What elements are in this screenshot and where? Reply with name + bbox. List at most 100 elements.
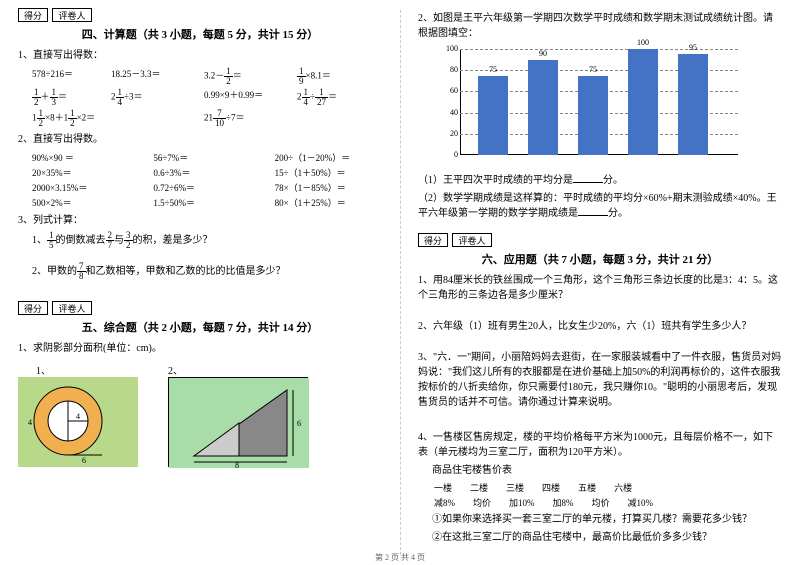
score-row-2: 得分 评卷人 <box>18 301 382 315</box>
calc-grid-2: 90%×90 ＝56÷7%＝200÷（1－20%）＝20×35%＝0.6÷3%＝… <box>32 151 382 209</box>
y-tick-label: 40 <box>438 108 458 117</box>
cell: 0.72÷6%＝ <box>153 181 260 194</box>
a4-table-title: 商品住宅楼售价表 <box>432 463 782 478</box>
y-axis <box>460 49 461 155</box>
fig2-label: 2、 <box>168 362 308 377</box>
fig1-label: 1、 <box>36 362 138 377</box>
a4-row: 减8% 均价 加10% 加8% 均价 减10% <box>434 496 782 509</box>
grader-box: 评卷人 <box>52 301 92 315</box>
cell: 15÷（1＋50%）＝ <box>275 166 382 179</box>
a3: 3、"六．一"期间，小丽陪妈妈去逛街，在一家服装城看中了一件衣服，售货员对妈妈说… <box>418 350 782 410</box>
cell: 214÷3＝ <box>111 88 196 107</box>
th: 二楼 <box>470 481 488 494</box>
a1: 1、用84厘米长的铁丝围成一个三角形，这个三角形三条边长度的比是3：4：5。这个… <box>418 273 782 303</box>
score-box: 得分 <box>18 8 48 22</box>
bar <box>578 76 608 156</box>
th: 三楼 <box>506 481 524 494</box>
score-row-3: 得分 评卷人 <box>418 233 782 247</box>
score-box: 得分 <box>18 301 48 315</box>
svg-text:6: 6 <box>82 456 86 463</box>
cell: 56÷7%＝ <box>153 151 260 164</box>
blank <box>573 173 603 183</box>
cell: 200÷（1－20%）＝ <box>275 151 382 164</box>
a4: 4、一售楼区售房规定，楼的平均价格每平方米为1000元，且每层价格不一，如下表（… <box>418 430 782 460</box>
score-row: 得分 评卷人 <box>18 8 382 22</box>
a4q2: ②在这批三室二厅的商品住宅楼中，最高价比最低价多多少钱？ <box>432 530 782 545</box>
bar-label: 75 <box>478 65 508 74</box>
r-q2-title: 2、如图是王平六年级第一学期四次数学平时成绩和数学期末测试成绩统计图。请根据图填… <box>418 11 782 41</box>
bar-label: 100 <box>628 38 658 47</box>
th: 五楼 <box>578 481 596 494</box>
grader-box: 评卷人 <box>452 233 492 247</box>
ring-r-text: 4 <box>76 412 80 421</box>
section-6-title: 六、应用题（共 7 小题，每题 3 分，共计 21 分） <box>418 251 782 267</box>
triangle-figure: 8 6 <box>168 377 308 467</box>
cell: 214÷127＝ <box>297 88 382 107</box>
tri-svg: 8 6 <box>169 378 309 468</box>
cell: 0.99×9＋0.99＝ <box>204 88 289 107</box>
cell: 19×8.1＝ <box>297 67 382 86</box>
blank <box>578 206 608 216</box>
bar <box>628 49 658 155</box>
section-5-title: 五、综合题（共 2 小题，每题 7 分，共计 14 分） <box>18 319 382 335</box>
q5-label: 1、求阴影部分面积(单位：cm)。 <box>18 341 382 356</box>
cell: 500×2%＝ <box>32 196 139 209</box>
a4q1: ①如果你来选择买一套三室二厅的单元楼，打算买几楼？需要花多少钱？ <box>432 512 782 527</box>
q3a: 1、15的倒数减去27与32的积，差是多少？ <box>32 231 382 250</box>
cell: 20×35%＝ <box>32 166 139 179</box>
cell: 2000×3.15%＝ <box>32 181 139 194</box>
td: 加10% <box>509 496 535 509</box>
bar-chart: 02040608010075907510095 <box>438 49 738 169</box>
figure-row: 1、 4 6 4 2、 <box>18 362 382 467</box>
y-tick-label: 0 <box>438 150 458 159</box>
bar-label: 75 <box>578 65 608 74</box>
r2a: （1）王平四次平时成绩的平均分是分。 <box>418 173 782 188</box>
a4-header: 一楼 二楼 三楼 四楼 五楼 六楼 <box>434 481 782 494</box>
cell: 578÷216＝ <box>32 67 103 86</box>
td: 加8% <box>553 496 574 509</box>
cell: 78×（1－85%）＝ <box>275 181 382 194</box>
svg-text:6: 6 <box>297 419 301 428</box>
cell: 1.5÷50%＝ <box>153 196 260 209</box>
y-tick-label: 100 <box>438 44 458 53</box>
page-footer: 第 2 页 共 4 页 <box>0 552 800 563</box>
q3b: 2、甲数的78和乙数相等，甲数和乙数的比的比值是多少？ <box>32 262 382 281</box>
svg-text:4: 4 <box>28 418 32 427</box>
bar <box>528 60 558 155</box>
a2: 2、六年级（1）班有男生20人，比女生少20%，六（1）班共有学生多少人？ <box>418 319 782 334</box>
left-column: 得分 评卷人 四、计算题（共 3 小题，每题 5 分，共计 15 分） 1、直接… <box>0 0 400 565</box>
q1-label: 1、直接写出得数： <box>18 48 382 63</box>
right-column: 2、如图是王平六年级第一学期四次数学平时成绩和数学期末测试成绩统计图。请根据图填… <box>400 0 800 565</box>
score-box: 得分 <box>418 233 448 247</box>
ring-svg: 4 6 4 <box>26 381 126 463</box>
bar-label: 90 <box>528 49 558 58</box>
q2-label: 2、直接写出得数。 <box>18 132 382 147</box>
td: 均价 <box>473 496 491 509</box>
fig2: 2、 8 6 <box>168 362 308 467</box>
fig1: 1、 4 6 4 <box>18 362 138 467</box>
section-4-title: 四、计算题（共 3 小题，每题 5 分，共计 15 分） <box>18 26 382 42</box>
bar <box>678 54 708 155</box>
cell: 90%×90 ＝ <box>32 151 139 164</box>
cell: 12＋13＝ <box>32 88 103 107</box>
svg-text:8: 8 <box>235 461 239 468</box>
calc-grid-1: 578÷216＝ 18.25－3.3＝ 3.2－12＝ 19×8.1＝ 12＋1… <box>18 67 382 128</box>
td: 减10% <box>628 496 654 509</box>
grader-box: 评卷人 <box>52 8 92 22</box>
cell: 112×8＋112×2＝ <box>32 109 196 128</box>
cell: 18.25－3.3＝ <box>111 67 196 86</box>
td: 减8% <box>434 496 455 509</box>
bar <box>478 76 508 156</box>
td: 均价 <box>592 496 610 509</box>
th: 六楼 <box>614 481 632 494</box>
th: 四楼 <box>542 481 560 494</box>
cell: 80×（1＋25%）＝ <box>275 196 382 209</box>
r2b: （2）数学学期成绩是这样算的：平时成绩的平均分×60%+期末测验成绩×40%。王… <box>418 191 782 221</box>
y-tick-label: 20 <box>438 129 458 138</box>
q3-label: 3、列式计算： <box>18 213 382 228</box>
bar-label: 95 <box>678 43 708 52</box>
th: 一楼 <box>434 481 452 494</box>
y-tick-label: 60 <box>438 86 458 95</box>
y-tick-label: 80 <box>438 65 458 74</box>
page: 得分 评卷人 四、计算题（共 3 小题，每题 5 分，共计 15 分） 1、直接… <box>0 0 800 565</box>
